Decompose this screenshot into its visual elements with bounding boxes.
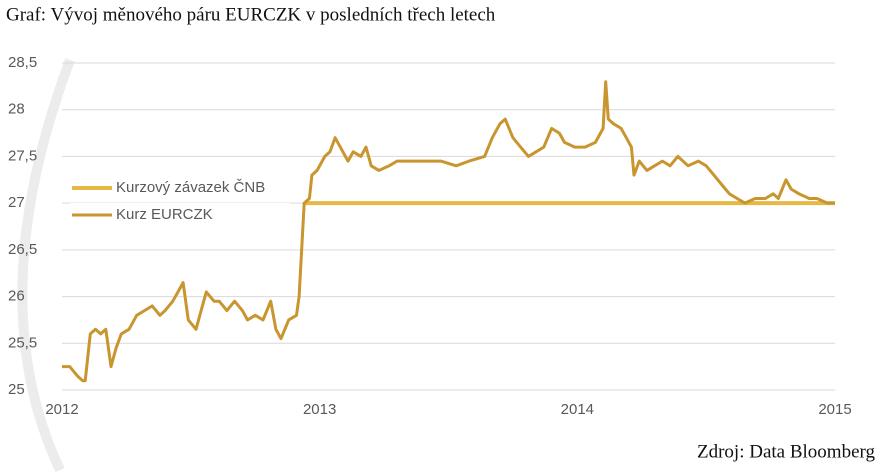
legend-label: Kurz EURCZK — [116, 206, 213, 223]
x-tick-label: 2012 — [45, 401, 78, 418]
x-tick-label: 2014 — [561, 401, 594, 418]
y-tick-label: 26,5 — [8, 241, 37, 258]
laurel-branch — [17, 58, 75, 473]
y-tick-label: 25 — [8, 381, 25, 398]
watermark — [17, 58, 75, 473]
chart-title: Graf: Vývoj měnového páru EURCZK v posle… — [6, 4, 496, 25]
source: Zdroj: Data Bloomberg — [697, 441, 876, 462]
legend-label: Kurzový závazek ČNB — [116, 179, 265, 196]
y-tick-label: 26 — [8, 288, 25, 305]
series-line — [62, 80, 835, 383]
y-tick-label: 27,5 — [8, 147, 37, 164]
y-tick-label: 25,5 — [8, 334, 37, 351]
y-tick-label: 28,5 — [8, 54, 37, 71]
y-tick-label: 28 — [8, 101, 25, 118]
x-tick-label: 2013 — [303, 401, 336, 418]
y-tick-label: 27 — [8, 194, 25, 211]
x-tick-label: 2015 — [818, 401, 851, 418]
